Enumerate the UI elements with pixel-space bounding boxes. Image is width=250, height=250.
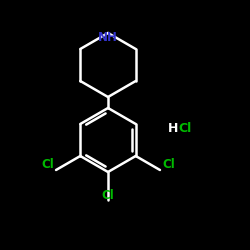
Text: Cl: Cl (178, 122, 191, 134)
Text: Cl: Cl (102, 189, 114, 202)
Text: Cl: Cl (41, 158, 54, 171)
Text: H: H (168, 122, 178, 134)
Text: NH: NH (98, 31, 118, 44)
Text: Cl: Cl (162, 158, 175, 171)
